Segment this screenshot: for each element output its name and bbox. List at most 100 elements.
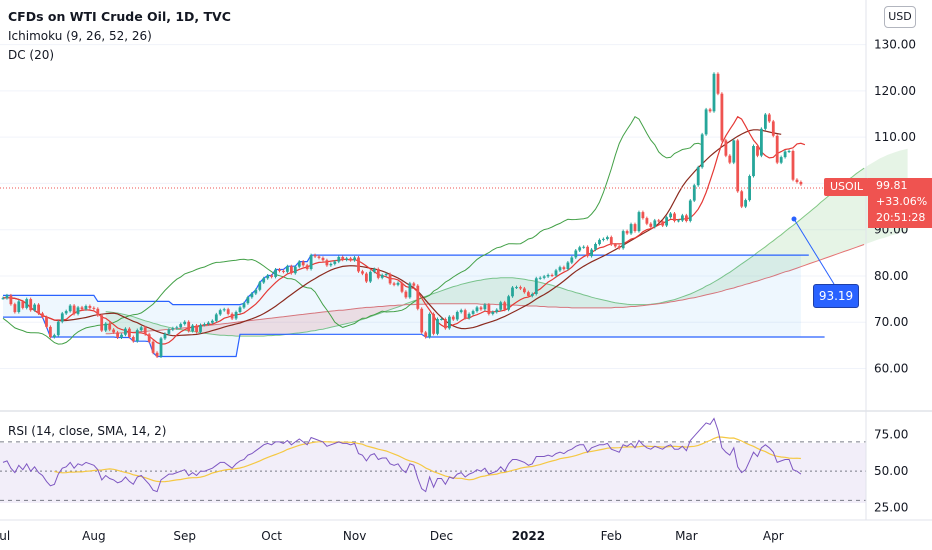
donchian-legend[interactable]: DC (20) — [8, 48, 55, 62]
candlestick-series — [1, 72, 803, 358]
last-price-value: 99.81 — [876, 179, 908, 192]
candle-body — [179, 324, 183, 328]
donchian-upper — [3, 254, 809, 306]
candle-body — [13, 304, 17, 313]
rsi-tick-label: 50.00 — [874, 464, 908, 478]
candle-body — [756, 146, 759, 156]
candle-body — [199, 325, 202, 332]
candle-body — [499, 302, 503, 310]
donchian-fill — [3, 255, 801, 357]
candle-body — [68, 305, 72, 312]
candle-body — [459, 310, 463, 313]
candle-body — [25, 299, 29, 308]
candle-body — [321, 257, 325, 261]
candle-body — [424, 332, 428, 337]
candle-body — [53, 335, 56, 338]
candle-body — [724, 140, 728, 156]
candle-body — [467, 313, 471, 319]
candle-body — [143, 327, 147, 335]
candle-body — [365, 273, 368, 282]
candle-body — [586, 246, 589, 257]
candle-body — [570, 257, 574, 263]
candle-body — [609, 237, 613, 245]
candle-body — [767, 114, 771, 122]
candle-body — [783, 151, 787, 158]
candle-body — [712, 73, 716, 112]
price-callout[interactable]: 93.19 — [813, 284, 859, 308]
candle-body — [574, 250, 578, 258]
candle-body — [594, 244, 597, 250]
candle-body — [301, 261, 305, 266]
rsi-tick-label: 25.00 — [874, 501, 908, 515]
time-tick-label: Feb — [601, 529, 622, 543]
candle-body — [49, 326, 52, 338]
candle-body — [436, 319, 439, 334]
candle-body — [325, 260, 329, 266]
candle-body — [5, 295, 9, 299]
price-tick-label: 60.00 — [874, 362, 908, 376]
candle-body — [799, 182, 803, 185]
candle-body — [195, 325, 198, 332]
candle-body — [475, 307, 479, 312]
candle-body — [21, 301, 25, 308]
rsi-legend[interactable]: RSI (14, close, SMA, 14, 2) — [8, 424, 167, 438]
candle-body — [775, 135, 779, 163]
ichimoku-legend[interactable]: Ichimoku (9, 26, 52, 26) — [8, 29, 152, 43]
candle-body — [230, 313, 234, 319]
candle-body — [369, 271, 372, 282]
price-tick-label: 120.00 — [874, 84, 916, 98]
candle-body — [1, 298, 5, 300]
candle-body — [183, 321, 187, 325]
time-tick-label: 2022 — [512, 529, 545, 543]
candle-body — [293, 266, 297, 274]
candle-body — [795, 179, 799, 182]
candle-body — [708, 109, 712, 112]
candle-body — [538, 277, 542, 279]
candle-body — [33, 304, 36, 311]
candle-body — [598, 239, 601, 245]
candle-body — [515, 287, 518, 289]
candle-body — [333, 261, 337, 264]
candle-body — [657, 220, 661, 222]
candle-body — [613, 244, 617, 247]
candle-body — [297, 261, 301, 267]
candle-body — [163, 333, 167, 339]
candle-body — [191, 325, 194, 332]
candle-body — [530, 294, 534, 296]
candle-body — [428, 313, 431, 337]
candle-body — [175, 327, 179, 329]
candle-body — [203, 324, 206, 326]
candle-body — [542, 276, 546, 278]
time-tick-label: Sep — [173, 529, 196, 543]
candle-body — [744, 200, 747, 207]
candle-body — [56, 321, 60, 336]
candle-body — [131, 337, 135, 342]
candle-body — [791, 151, 795, 180]
candle-body — [282, 270, 285, 272]
candle-body — [108, 323, 112, 330]
candle-body — [420, 308, 424, 333]
candle-body — [238, 307, 242, 312]
candle-body — [349, 258, 352, 261]
candle-body — [546, 275, 550, 277]
candle-body — [621, 231, 625, 249]
price-tick-label: 130.00 — [874, 38, 916, 52]
currency-button[interactable]: USD — [884, 6, 916, 28]
candle-body — [345, 258, 349, 260]
candle-body — [37, 304, 40, 314]
senkou-span-a — [105, 167, 865, 337]
candle-body — [41, 313, 44, 318]
candle-body — [487, 304, 491, 314]
candle-body — [278, 269, 281, 271]
candle-body — [700, 134, 704, 168]
candle-body — [550, 275, 554, 276]
candle-body — [562, 267, 566, 270]
candle-body — [380, 275, 384, 278]
candle-body — [76, 307, 80, 314]
candle-body — [226, 309, 230, 314]
candle-body — [633, 224, 637, 231]
candle-body — [692, 185, 696, 201]
candle-body — [669, 213, 672, 218]
candle-body — [135, 330, 139, 342]
